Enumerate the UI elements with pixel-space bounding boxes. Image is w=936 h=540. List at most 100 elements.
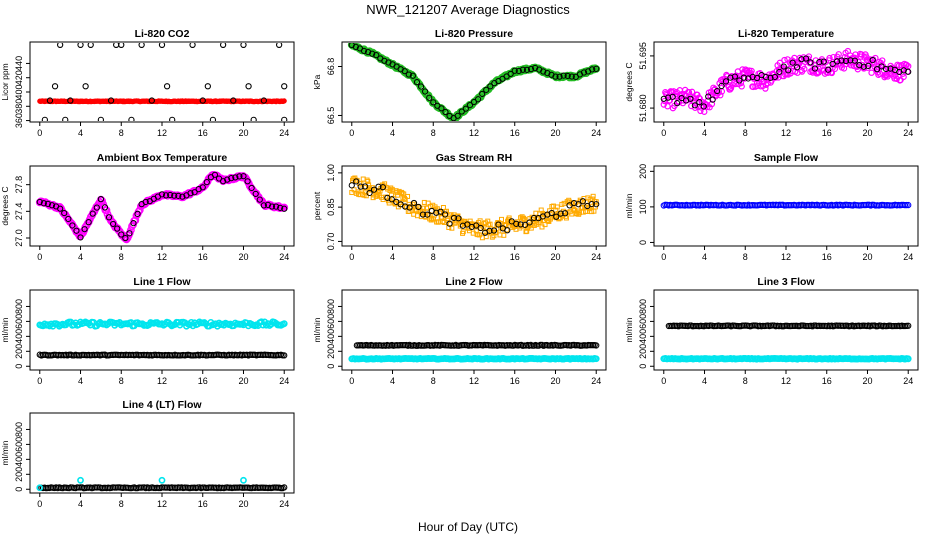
data-point bbox=[81, 226, 88, 233]
series-black-overlay bbox=[660, 55, 912, 110]
series-cyan bbox=[660, 354, 912, 363]
data-point bbox=[831, 65, 839, 73]
x-tick-label: 8 bbox=[431, 376, 436, 386]
data-point bbox=[450, 214, 458, 222]
data-point bbox=[835, 51, 842, 58]
x-tick-label: 4 bbox=[702, 252, 707, 262]
data-point bbox=[401, 68, 408, 75]
data-point bbox=[511, 67, 518, 74]
y-tick-label: 0 bbox=[638, 364, 648, 369]
data-point bbox=[230, 97, 237, 104]
data-point bbox=[700, 103, 707, 110]
y-tick-label: 360 bbox=[14, 113, 24, 128]
series-black-overlay bbox=[348, 178, 600, 236]
data-point bbox=[386, 200, 392, 206]
x-tick-label: 20 bbox=[238, 376, 248, 386]
data-point bbox=[240, 173, 247, 180]
data-point bbox=[556, 73, 563, 80]
data-point bbox=[592, 355, 600, 363]
data-point bbox=[811, 65, 818, 72]
data-point bbox=[708, 100, 716, 108]
data-point bbox=[521, 215, 527, 221]
data-point bbox=[568, 73, 575, 80]
data-point bbox=[224, 176, 231, 183]
x-tick-label: 16 bbox=[510, 376, 520, 386]
x-tick-label: 0 bbox=[349, 128, 354, 138]
data-point bbox=[575, 201, 582, 208]
data-point bbox=[366, 189, 373, 197]
data-point bbox=[504, 227, 511, 234]
data-point bbox=[834, 58, 841, 65]
x-tick-label: 4 bbox=[78, 499, 83, 509]
data-point bbox=[240, 476, 247, 484]
y-tick-label: 1.00 bbox=[326, 164, 336, 182]
data-point bbox=[369, 50, 376, 57]
series-cyan bbox=[36, 318, 288, 330]
y-tick-label: 800 bbox=[326, 299, 336, 314]
data-point bbox=[526, 219, 533, 226]
x-tick-label: 12 bbox=[157, 376, 167, 386]
data-point bbox=[696, 99, 703, 106]
x-tick-label: 12 bbox=[157, 128, 167, 138]
y-tick-label: 800 bbox=[14, 422, 24, 437]
data-point bbox=[73, 227, 80, 234]
data-point bbox=[118, 43, 125, 49]
data-point bbox=[564, 72, 571, 80]
data-point bbox=[57, 205, 64, 212]
data-point bbox=[105, 214, 113, 221]
y-tick-label: 800 bbox=[638, 299, 648, 314]
data-point bbox=[714, 87, 721, 95]
data-point bbox=[405, 71, 412, 78]
data-point bbox=[727, 84, 735, 92]
data-point bbox=[882, 65, 890, 73]
panel-sample: Sample Flow ml/min 0 4 8 12 16 20 24 0 100 200 bbox=[624, 152, 919, 262]
data-point bbox=[669, 93, 676, 100]
data-point bbox=[588, 200, 595, 208]
series-red bbox=[37, 98, 287, 105]
y-tick-label: 800 bbox=[14, 299, 24, 314]
data-point bbox=[674, 100, 681, 107]
plot-area bbox=[660, 322, 912, 363]
x-tick-label: 12 bbox=[469, 376, 479, 386]
data-point bbox=[560, 72, 567, 79]
data-point bbox=[855, 58, 862, 66]
data-point bbox=[110, 220, 117, 228]
data-point bbox=[660, 95, 667, 102]
data-point bbox=[392, 200, 398, 206]
data-point bbox=[905, 201, 912, 209]
data-point bbox=[717, 92, 724, 99]
panel-title: Gas Stream RH bbox=[436, 152, 512, 164]
data-point bbox=[905, 68, 912, 75]
x-tick-label: 20 bbox=[550, 252, 560, 262]
data-point bbox=[219, 43, 227, 49]
data-point bbox=[553, 213, 560, 220]
data-point bbox=[771, 73, 778, 81]
figure-title: NWR_121207 Average Diagnostics bbox=[366, 2, 570, 17]
data-point bbox=[67, 97, 74, 104]
data-point bbox=[107, 97, 115, 104]
data-point bbox=[268, 203, 276, 210]
panel-title: Li-820 Temperature bbox=[738, 28, 834, 40]
data-point bbox=[455, 215, 462, 222]
data-point bbox=[513, 220, 520, 227]
data-point bbox=[426, 94, 433, 101]
data-point bbox=[162, 192, 170, 199]
data-point bbox=[179, 193, 186, 200]
data-point bbox=[776, 68, 783, 76]
y-tick-label: 440 bbox=[14, 56, 24, 71]
data-point bbox=[521, 217, 527, 223]
y-tick-label: 400 bbox=[14, 84, 24, 99]
data-point bbox=[851, 57, 858, 64]
data-point bbox=[826, 54, 833, 62]
data-point bbox=[523, 66, 531, 73]
x-tick-label: 24 bbox=[279, 499, 289, 509]
data-point bbox=[476, 232, 482, 238]
data-point bbox=[113, 43, 120, 49]
x-tick-label: 0 bbox=[37, 499, 42, 509]
data-point bbox=[842, 57, 850, 65]
y-tick-label: 27.4 bbox=[14, 203, 24, 221]
y-tick-label: 600 bbox=[326, 314, 336, 329]
x-tick-label: 24 bbox=[279, 252, 289, 262]
data-point bbox=[281, 484, 288, 491]
